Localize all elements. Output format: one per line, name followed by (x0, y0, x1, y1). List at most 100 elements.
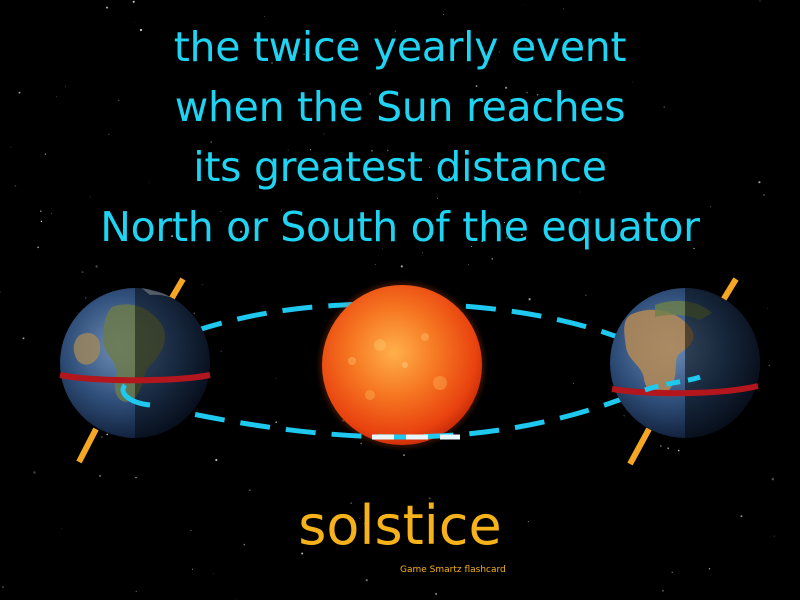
star (481, 240, 484, 242)
star (100, 436, 103, 439)
star (579, 191, 581, 193)
star (0, 291, 1, 294)
star (498, 51, 500, 53)
star (281, 209, 282, 211)
star (671, 571, 673, 573)
star (37, 246, 40, 249)
star (134, 22, 136, 23)
star (773, 535, 776, 537)
star (475, 85, 478, 87)
star (139, 28, 143, 32)
star (403, 454, 405, 456)
definition-line-3: its greatest distance (193, 143, 607, 191)
star (22, 337, 25, 340)
star (287, 149, 289, 151)
star (190, 529, 192, 532)
definition-line-1: the twice yearly event (173, 23, 627, 71)
definition-line-4: North or South of the equator (100, 203, 700, 251)
star (435, 593, 437, 595)
star (135, 476, 137, 479)
star (641, 246, 643, 248)
star (468, 264, 469, 266)
star (585, 294, 587, 296)
star (767, 308, 768, 310)
star (525, 45, 527, 47)
star (135, 590, 137, 593)
star (504, 86, 508, 89)
star (50, 212, 52, 214)
star (660, 445, 662, 447)
star (503, 221, 505, 223)
star (437, 197, 439, 199)
star (89, 196, 91, 198)
definition-line-2: when the Sun reaches (174, 83, 626, 131)
star (309, 149, 312, 151)
star (382, 248, 383, 250)
star (536, 94, 539, 96)
star (364, 522, 366, 525)
star (708, 568, 711, 570)
star (264, 16, 265, 17)
star (215, 458, 218, 462)
star (14, 185, 17, 187)
star (505, 236, 508, 239)
star (359, 517, 361, 519)
star (428, 497, 431, 500)
star (275, 421, 278, 424)
star (249, 489, 251, 491)
flashcard-term: solstice (298, 494, 502, 557)
equator-line-left (59, 372, 211, 384)
star (470, 245, 473, 248)
star (271, 61, 273, 64)
star (394, 30, 396, 32)
star (10, 146, 12, 148)
star (631, 81, 633, 83)
earth-icon-left (59, 277, 211, 464)
star (44, 153, 47, 155)
star (213, 573, 214, 575)
star (663, 106, 665, 108)
star (677, 449, 680, 452)
star (491, 258, 493, 260)
star (235, 598, 236, 600)
star (422, 565, 423, 567)
star (365, 579, 368, 582)
star (56, 96, 57, 98)
solstice-diagram (59, 277, 760, 466)
star (400, 265, 403, 268)
star (768, 364, 770, 367)
star (370, 149, 373, 152)
star (667, 447, 670, 450)
star (301, 552, 304, 555)
star (317, 170, 319, 171)
star (740, 515, 743, 518)
star (64, 85, 66, 87)
star (422, 252, 423, 254)
star (387, 149, 389, 152)
orbit-path-front (149, 387, 646, 440)
star (350, 502, 352, 504)
star (538, 176, 541, 179)
star (763, 194, 765, 196)
orbit-cap-right (644, 374, 701, 393)
star (2, 586, 4, 588)
star (350, 225, 353, 228)
credit-text: Game Smartz flashcard (400, 565, 506, 575)
sun-icon (316, 279, 488, 451)
star (85, 297, 87, 299)
star (95, 265, 98, 268)
star (61, 528, 63, 529)
star (323, 133, 325, 135)
star (40, 220, 43, 223)
star (623, 415, 625, 417)
star (443, 13, 445, 16)
star (528, 298, 531, 301)
star (573, 382, 575, 385)
star (106, 433, 109, 436)
star (523, 4, 524, 5)
axis-line-right-bottom (627, 427, 652, 466)
star (428, 166, 431, 169)
star (210, 141, 213, 143)
star (106, 6, 108, 9)
star (448, 176, 451, 179)
